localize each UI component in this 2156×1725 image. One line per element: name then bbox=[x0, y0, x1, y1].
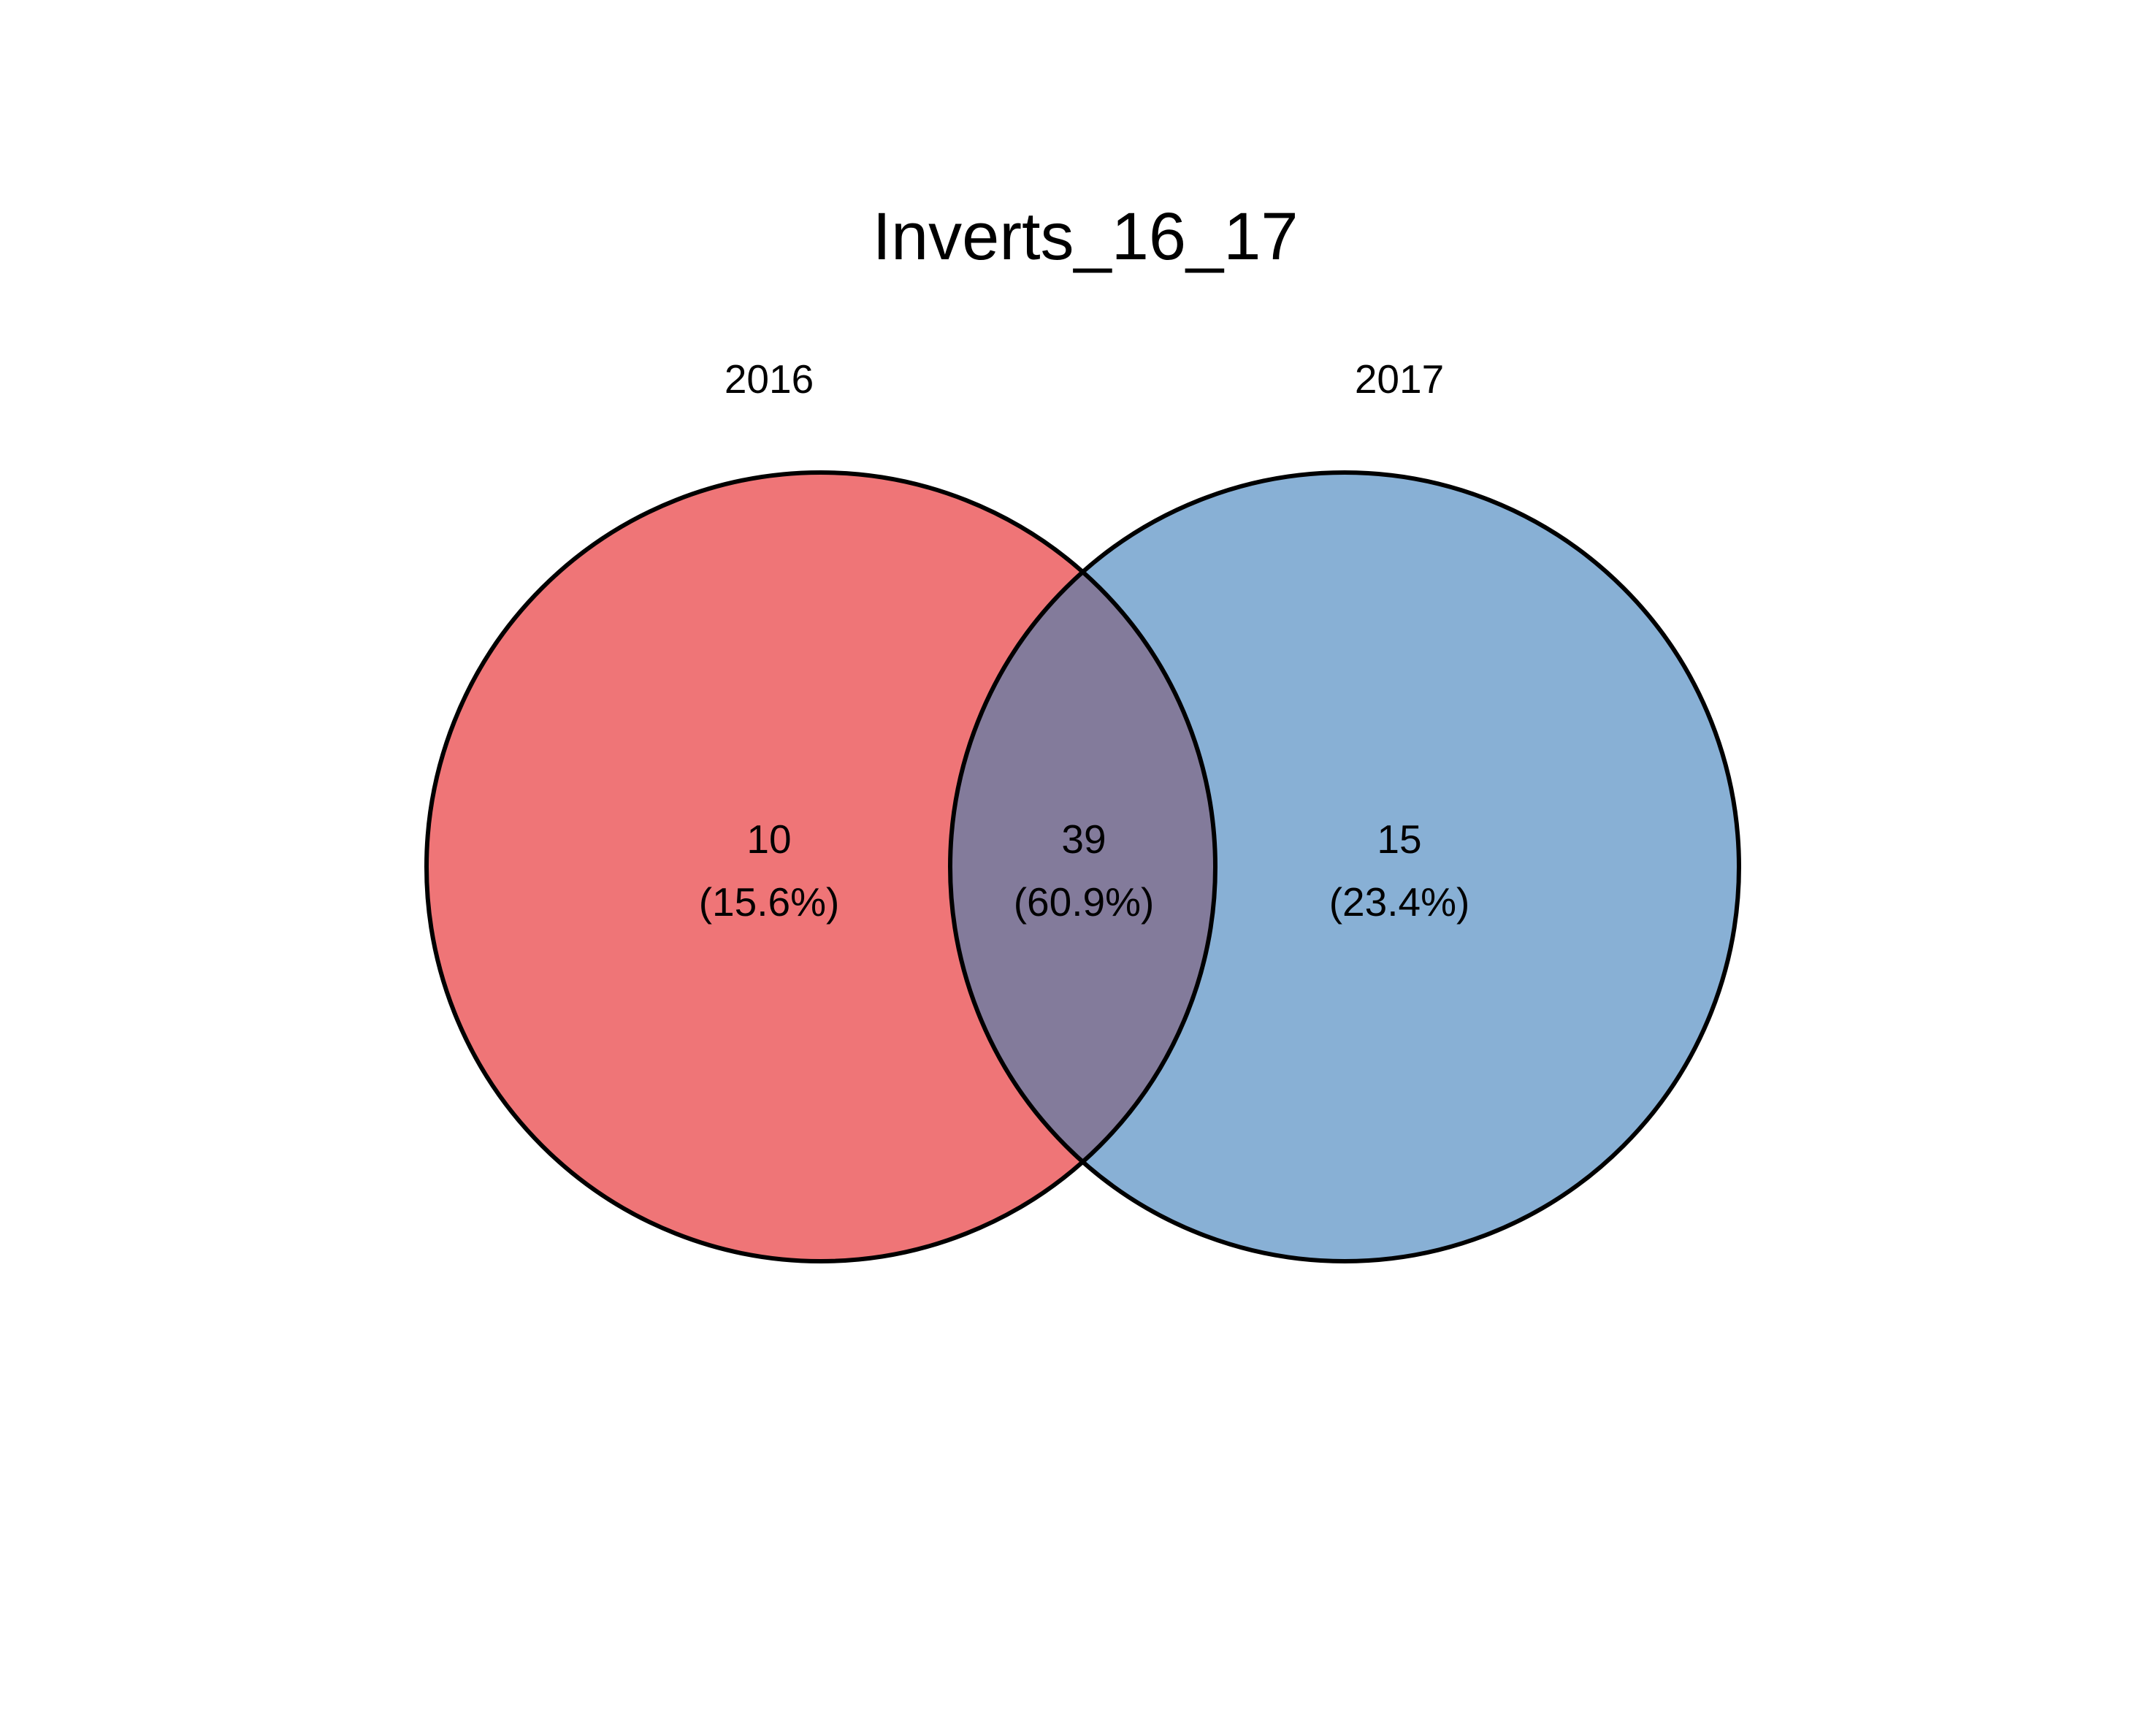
region-count-both: 39 bbox=[1061, 816, 1106, 862]
region-percent-only-2017: (23.4%) bbox=[1329, 879, 1470, 925]
region-percent-both: (60.9%) bbox=[1014, 879, 1155, 925]
circle-outline-2016 bbox=[424, 470, 1217, 1263]
circle-outline-2017 bbox=[948, 470, 1741, 1263]
set-label-2016: 2016 bbox=[725, 356, 814, 402]
chart-title: Inverts_16_17 bbox=[872, 199, 1298, 274]
region-percent-only-2016: (15.6%) bbox=[699, 879, 840, 925]
set-label-2017: 2017 bbox=[1355, 356, 1444, 402]
region-count-only-2017: 15 bbox=[1377, 816, 1421, 862]
set-intersection bbox=[950, 473, 1215, 1261]
region-count-only-2016: 10 bbox=[746, 816, 791, 862]
